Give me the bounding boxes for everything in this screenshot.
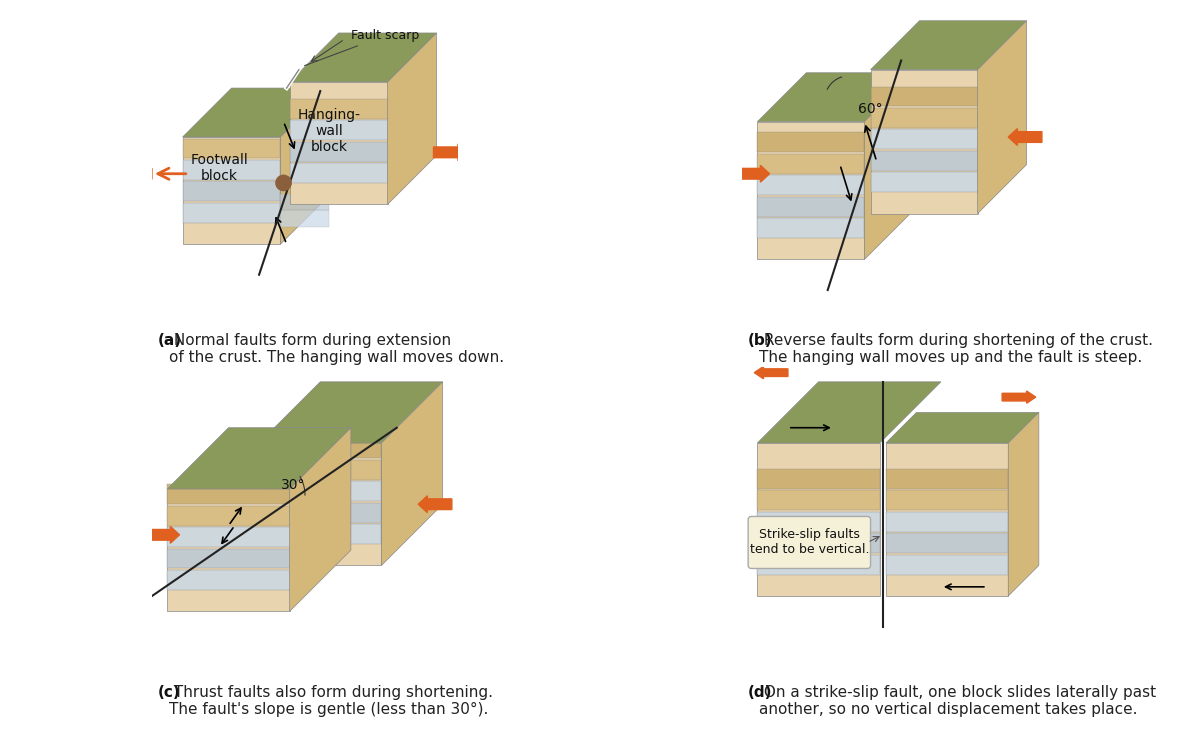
Polygon shape	[870, 108, 978, 128]
Polygon shape	[167, 527, 289, 547]
Text: Reverse faults form during shortening of the crust.
The hanging wall moves up an: Reverse faults form during shortening of…	[760, 333, 1153, 366]
Polygon shape	[182, 139, 281, 159]
Text: Fault scarp: Fault scarp	[305, 29, 419, 66]
FancyArrow shape	[755, 366, 788, 379]
Polygon shape	[382, 382, 443, 565]
Polygon shape	[281, 88, 330, 244]
Polygon shape	[289, 163, 388, 183]
Text: Thrust faults also form during shortening.
The fault's slope is gentle (less tha: Thrust faults also form during shortenin…	[169, 685, 493, 717]
Text: 60°: 60°	[858, 102, 883, 115]
FancyArrow shape	[1008, 129, 1042, 145]
FancyArrow shape	[736, 165, 769, 182]
Polygon shape	[757, 122, 864, 260]
Polygon shape	[259, 443, 382, 565]
Text: (b): (b)	[748, 333, 773, 348]
Polygon shape	[886, 469, 1008, 489]
Polygon shape	[757, 73, 913, 122]
Text: (a): (a)	[158, 333, 182, 348]
FancyArrow shape	[1002, 391, 1036, 404]
Text: On a strike-slip fault, one block slides laterally past
another, so no vertical : On a strike-slip fault, one block slides…	[760, 685, 1157, 717]
Polygon shape	[886, 491, 1008, 510]
Polygon shape	[167, 506, 289, 526]
Polygon shape	[289, 33, 437, 82]
FancyArrow shape	[433, 144, 467, 161]
Polygon shape	[289, 120, 388, 140]
Polygon shape	[886, 412, 1039, 443]
Polygon shape	[259, 481, 382, 501]
Text: (c): (c)	[158, 685, 181, 700]
Polygon shape	[281, 211, 330, 227]
Polygon shape	[259, 503, 382, 523]
Polygon shape	[167, 548, 289, 569]
Polygon shape	[978, 20, 1027, 213]
Polygon shape	[757, 132, 864, 152]
Circle shape	[276, 175, 292, 191]
Polygon shape	[757, 382, 941, 443]
Text: Hanging-
wall
block: Hanging- wall block	[298, 107, 361, 154]
Polygon shape	[757, 218, 864, 238]
Polygon shape	[182, 88, 330, 137]
Polygon shape	[167, 428, 350, 489]
Polygon shape	[259, 460, 382, 480]
Polygon shape	[182, 137, 281, 244]
Text: Footwall
block: Footwall block	[191, 153, 248, 183]
Polygon shape	[167, 485, 289, 504]
Polygon shape	[259, 439, 382, 458]
Polygon shape	[388, 33, 437, 205]
Polygon shape	[259, 524, 382, 544]
Polygon shape	[259, 382, 443, 443]
Polygon shape	[289, 142, 388, 162]
Polygon shape	[757, 534, 880, 553]
FancyArrow shape	[146, 526, 180, 543]
FancyArrow shape	[418, 496, 452, 512]
Polygon shape	[870, 151, 978, 170]
Polygon shape	[1008, 412, 1039, 596]
Polygon shape	[886, 512, 1008, 531]
Polygon shape	[886, 443, 1008, 596]
Polygon shape	[289, 99, 388, 118]
Polygon shape	[289, 428, 350, 611]
Polygon shape	[886, 534, 1008, 553]
Polygon shape	[870, 69, 978, 213]
Polygon shape	[167, 570, 289, 590]
Polygon shape	[182, 202, 281, 223]
Text: Normal faults form during extension
of the crust. The hanging wall moves down.: Normal faults form during extension of t…	[169, 333, 504, 366]
Polygon shape	[182, 160, 281, 180]
Polygon shape	[289, 82, 388, 205]
Polygon shape	[870, 86, 978, 107]
Polygon shape	[757, 443, 880, 596]
Text: (d): (d)	[748, 685, 773, 700]
FancyBboxPatch shape	[748, 517, 870, 569]
Polygon shape	[167, 489, 289, 611]
Polygon shape	[870, 20, 1027, 69]
Polygon shape	[757, 175, 864, 195]
Polygon shape	[757, 555, 880, 575]
Polygon shape	[757, 491, 880, 510]
Polygon shape	[886, 555, 1008, 575]
Polygon shape	[870, 129, 978, 149]
Polygon shape	[281, 194, 330, 211]
Polygon shape	[757, 469, 880, 489]
FancyArrow shape	[119, 165, 152, 182]
Polygon shape	[757, 512, 880, 531]
Text: 30°: 30°	[281, 478, 305, 492]
Polygon shape	[870, 173, 978, 192]
Polygon shape	[864, 73, 913, 260]
Polygon shape	[182, 181, 281, 201]
Polygon shape	[757, 154, 864, 174]
Polygon shape	[757, 197, 864, 216]
Text: Strike-slip faults
tend to be vertical.: Strike-slip faults tend to be vertical.	[750, 529, 869, 556]
